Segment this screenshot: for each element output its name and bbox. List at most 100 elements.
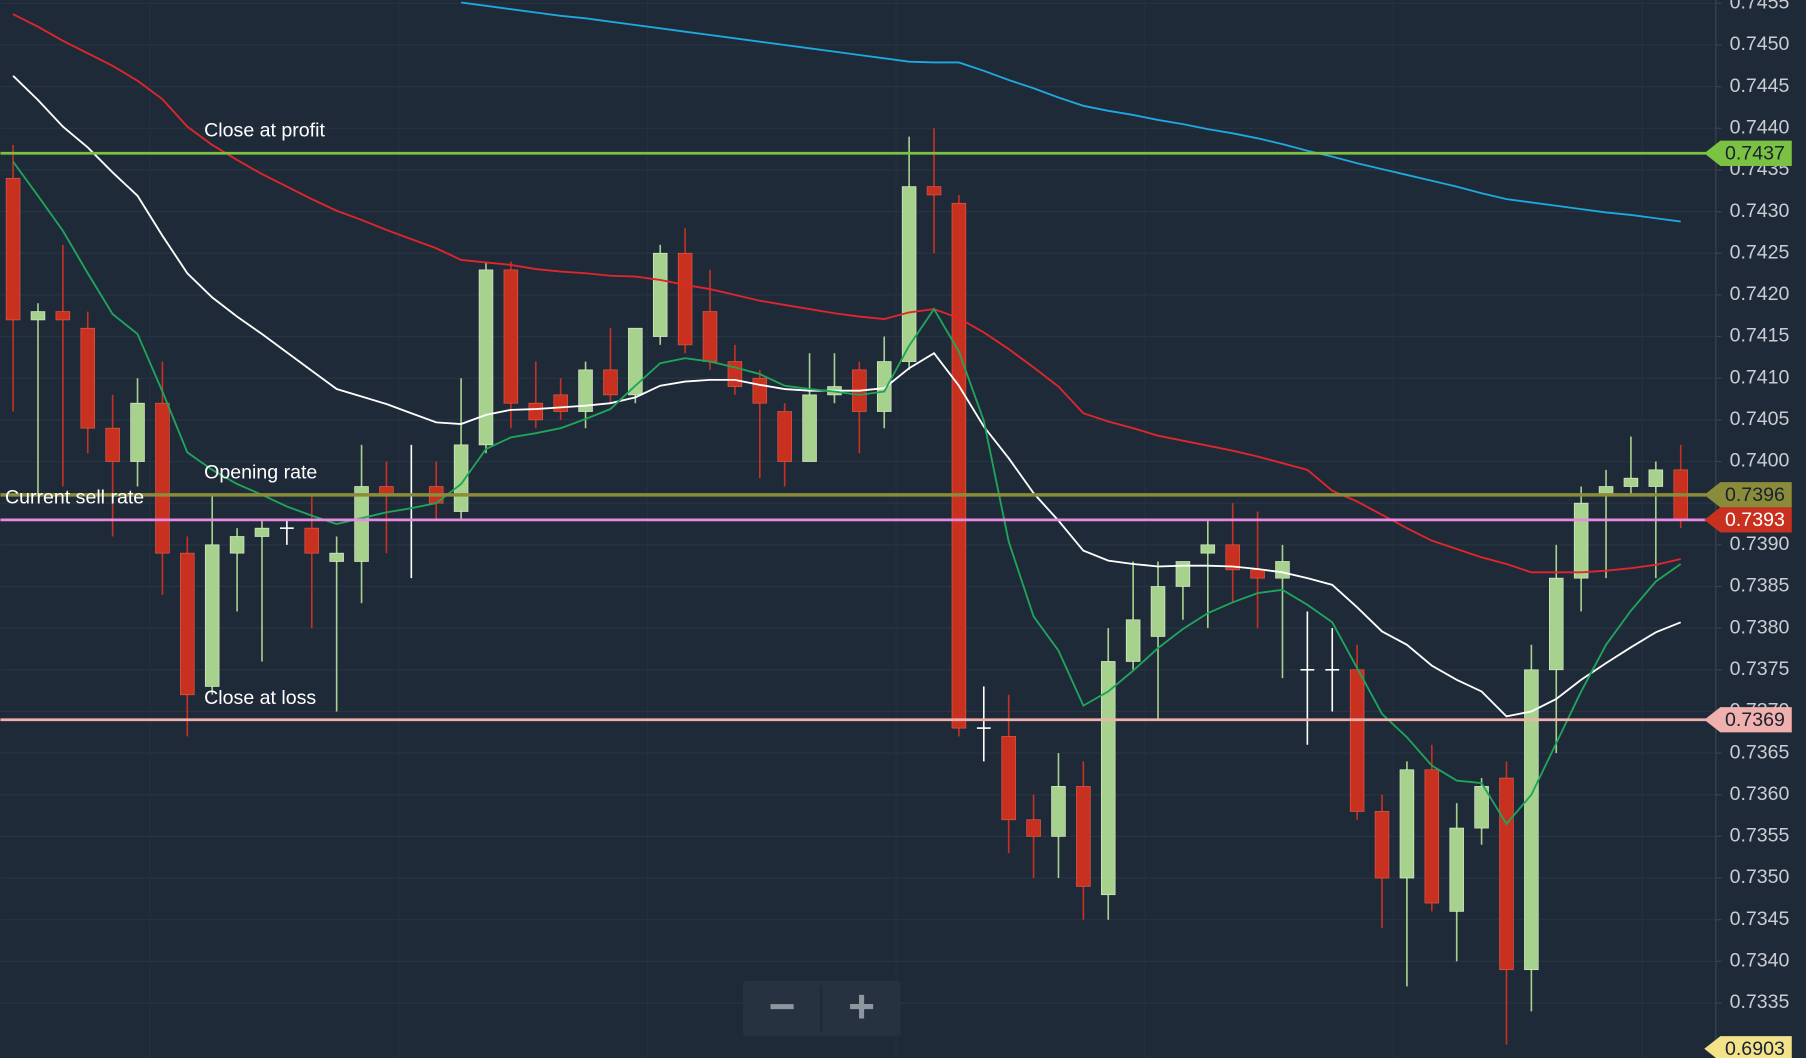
level-label: Close at loss — [204, 687, 316, 709]
candle-body — [901, 186, 917, 362]
candle-body — [1001, 736, 1016, 821]
candle-body — [478, 269, 494, 446]
y-tick-label: 0.7440 — [1730, 116, 1790, 138]
edge-price-tag-group: 0.6903 — [1704, 1036, 1792, 1058]
y-tick-label: 0.7420 — [1730, 283, 1790, 305]
edge-price-tag-label: 0.6903 — [1725, 1038, 1785, 1058]
candle-body — [951, 202, 967, 729]
candle-body — [777, 411, 792, 462]
candle-body — [926, 186, 942, 196]
candle-body — [1026, 819, 1041, 837]
moving-average-line — [12, 75, 1682, 718]
candle-body — [1374, 811, 1390, 879]
y-tick-label: 0.7350 — [1730, 866, 1790, 888]
candle-body — [1175, 561, 1191, 587]
candle-body — [603, 369, 618, 396]
candle-body — [1125, 619, 1141, 662]
y-tick-label: 0.7335 — [1730, 991, 1790, 1013]
candle-body — [553, 394, 568, 412]
edge-price-tag — [1704, 1036, 1792, 1058]
candle-body — [727, 361, 743, 387]
candle-body — [5, 177, 21, 321]
price-tag-group: 0.7393 — [1704, 507, 1792, 533]
candle-body — [130, 402, 145, 462]
y-tick-label: 0.7430 — [1730, 200, 1790, 222]
y-tick-label: 0.7425 — [1730, 241, 1790, 263]
moving-average-line — [460, 1, 1681, 223]
grid — [0, 2, 1716, 1004]
y-tick-label: 0.7405 — [1730, 408, 1790, 430]
candle-body — [204, 544, 220, 687]
y-tick-label: 0.7390 — [1730, 533, 1790, 555]
candle-body — [1549, 577, 1564, 671]
candle-body — [1150, 586, 1166, 637]
price-tag-label: 0.7393 — [1725, 509, 1785, 531]
y-tick-label: 0.7375 — [1730, 658, 1790, 680]
candle-body — [1100, 661, 1116, 896]
price-tag-group: 0.7437 — [1704, 140, 1792, 166]
moving-average-line — [12, 161, 1682, 826]
price-tag-group: 0.7396 — [1704, 482, 1792, 508]
candle-body — [1573, 502, 1589, 579]
candle-body — [503, 269, 519, 404]
candle-body — [354, 486, 369, 562]
y-tick-label: 0.7410 — [1730, 366, 1790, 388]
plot — [5, 1, 1688, 1045]
candle-body — [55, 311, 71, 321]
price-tag — [1704, 482, 1792, 508]
y-tick-label: 0.7380 — [1730, 616, 1790, 638]
y-axis: 0.7335 0.7340 0.7345 0.7350 0.7355 0.7360 0.73… — [1704, 0, 1792, 1058]
zoom-button-label[interactable]: + — [848, 980, 875, 1032]
levels: Close at profit Opening rate Current sell … — [0, 119, 1707, 722]
candle-body — [1275, 561, 1290, 579]
candle-body — [155, 402, 170, 554]
candle-body — [229, 536, 245, 554]
candle-body — [702, 311, 718, 362]
y-tick-label: 0.7400 — [1730, 450, 1790, 472]
y-tick-label: 0.7360 — [1730, 783, 1790, 805]
candle-body — [1051, 786, 1066, 837]
candle-body — [254, 527, 270, 537]
candle-body — [80, 327, 96, 429]
candle-body — [752, 377, 768, 404]
candle-body — [329, 552, 344, 562]
y-tick-label: 0.7445 — [1730, 75, 1790, 97]
price-tag-label: 0.7369 — [1725, 709, 1785, 731]
candle-body — [30, 311, 46, 321]
candle-body — [1349, 669, 1365, 812]
candle-body — [1474, 786, 1489, 829]
y-tick-label: 0.7340 — [1730, 950, 1790, 972]
candle-body — [677, 252, 693, 346]
candle-body — [528, 402, 544, 421]
candle-body — [1648, 469, 1664, 487]
candle-body — [1250, 569, 1265, 579]
zoom-controls: − + — [742, 980, 901, 1037]
candle-body — [1225, 544, 1240, 571]
level-label: Current sell rate — [5, 487, 144, 509]
candle-body — [1424, 769, 1440, 904]
price-tag-group: 0.7369 — [1704, 707, 1792, 733]
y-tick-label: 0.7450 — [1730, 33, 1790, 55]
candle-body — [1524, 669, 1539, 971]
candle-body — [628, 327, 643, 396]
candle-body — [1623, 477, 1639, 487]
price-tag-label: 0.7437 — [1725, 143, 1785, 165]
candle-body — [1499, 777, 1514, 971]
y-tick-label: 0.7385 — [1730, 575, 1790, 597]
candle-body — [578, 369, 593, 412]
candle-body — [1200, 544, 1216, 554]
price-tag — [1704, 707, 1792, 733]
price-tag-label: 0.7396 — [1725, 484, 1785, 506]
y-tick-label: 0.7415 — [1730, 325, 1790, 347]
moving-average-line — [12, 13, 1681, 574]
price-tag — [1704, 140, 1792, 166]
level-label: Close at profit — [204, 119, 325, 141]
y-tick-label: 0.7345 — [1730, 908, 1790, 930]
candle-body — [304, 527, 320, 554]
candle-body — [180, 552, 195, 696]
y-tick-label: 0.7365 — [1730, 741, 1790, 763]
zoom-button-label[interactable]: − — [769, 980, 796, 1032]
candle-body — [876, 361, 892, 412]
